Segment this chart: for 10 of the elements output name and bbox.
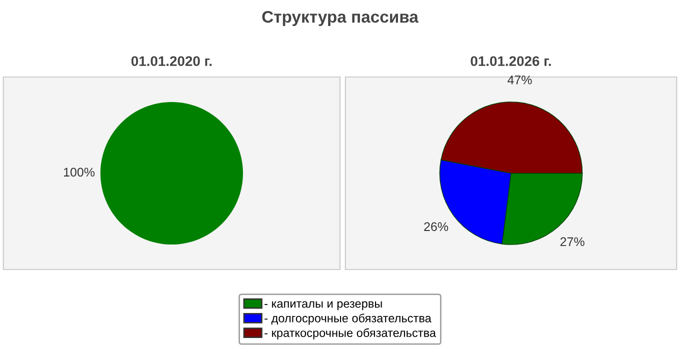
text: Структура пассива: [262, 10, 419, 26]
data-label: 47%: [508, 76, 532, 84]
legend-label: - долгосрочные обязательства: [264, 314, 432, 325]
chart-subtitle: 01.01.2020 г.: [131, 56, 212, 66]
data-label: 26%: [424, 222, 448, 232]
legend-label: - капиталы и резервы: [264, 301, 382, 310]
legend-label: - краткосрочные обязательства: [264, 328, 436, 340]
chart-subtitle: 01.01.2026 г.: [470, 56, 551, 66]
data-label: 27%: [560, 237, 584, 246]
data-label: 100%: [64, 168, 95, 177]
